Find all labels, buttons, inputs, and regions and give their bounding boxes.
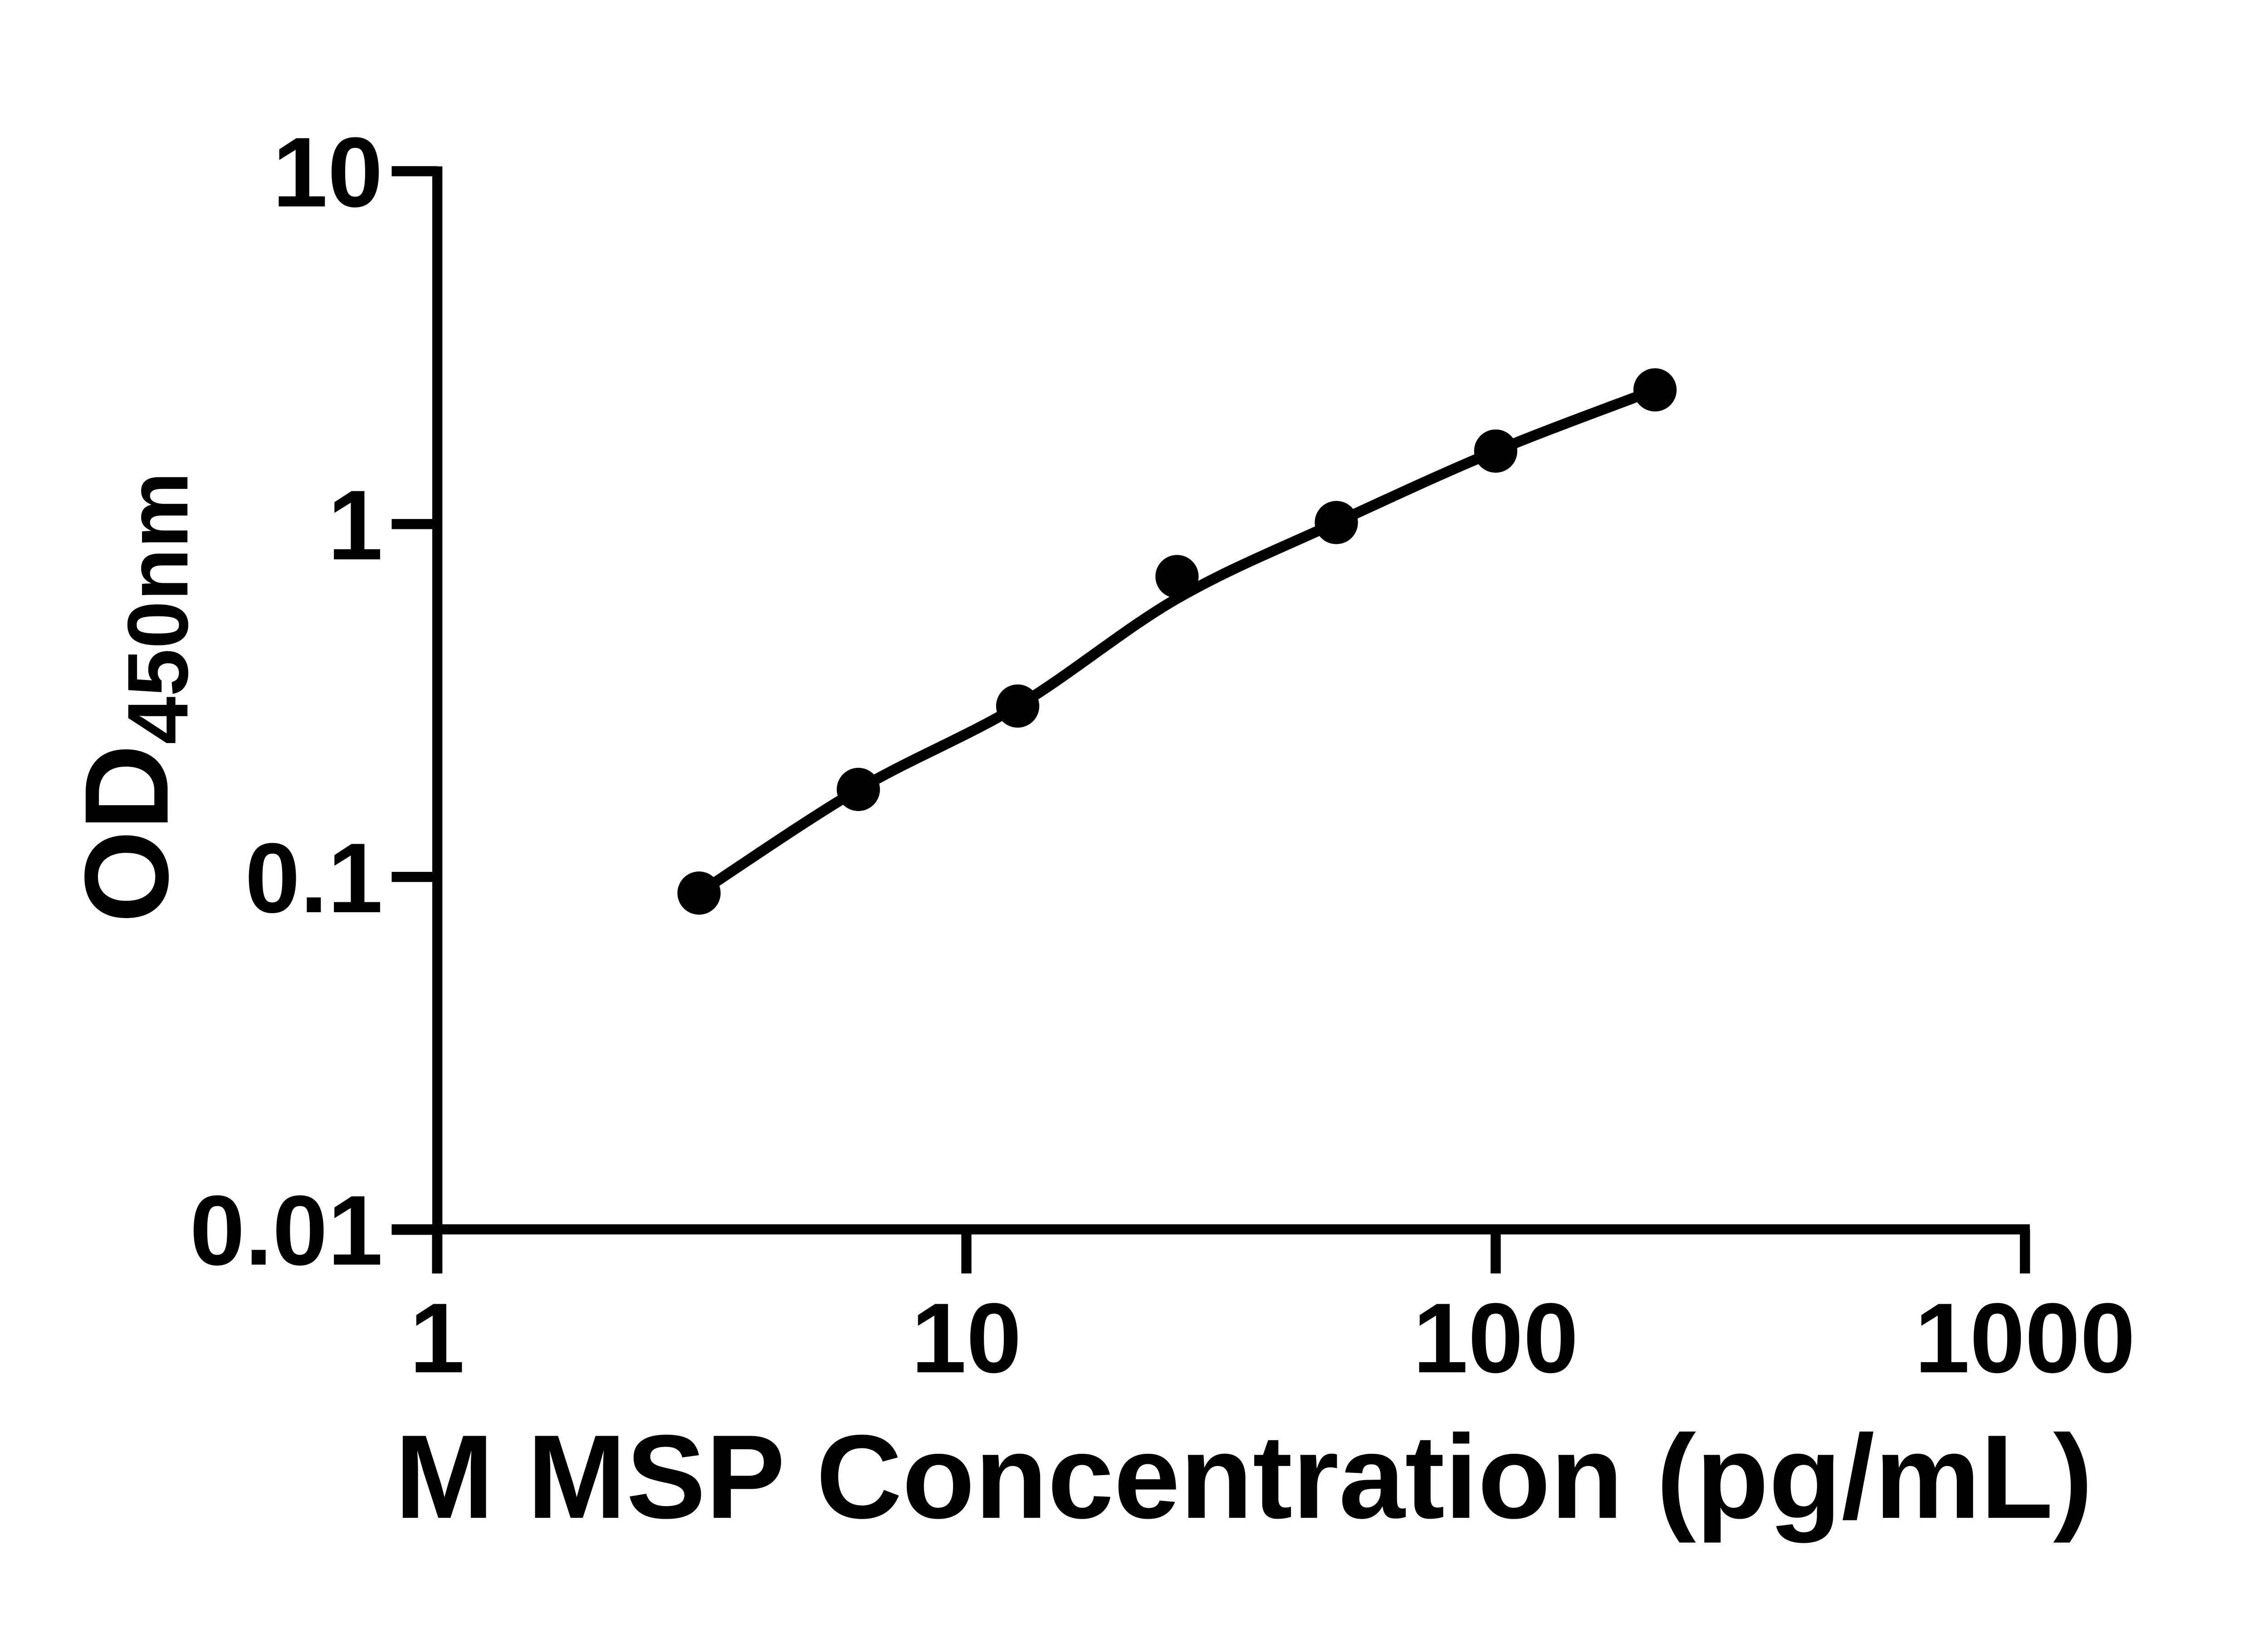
x-tick-label-10: 10 — [911, 1283, 1022, 1393]
y-axis-title: OD450nm — [60, 472, 206, 923]
x-axis-ticks — [432, 1229, 2030, 1274]
data-point — [836, 768, 880, 811]
x-tick-label-100: 100 — [1413, 1283, 1579, 1393]
y-axis-title-main: OD — [60, 744, 193, 923]
data-point — [1155, 555, 1199, 598]
data-point — [677, 871, 721, 915]
y-axis-ticks — [391, 166, 437, 1235]
y-tick-label-0-1: 0.1 — [245, 823, 383, 934]
data-point — [1633, 368, 1677, 412]
y-tick-label-10: 10 — [273, 117, 383, 228]
y-tick-label-1: 1 — [327, 470, 383, 581]
y-axis-title-subscript: 450nm — [110, 472, 206, 744]
x-tick-label-1000: 1000 — [1915, 1283, 2136, 1393]
data-point — [996, 684, 1040, 728]
x-tick-label-1: 1 — [410, 1283, 465, 1393]
y-tick-label-0-01: 0.01 — [190, 1175, 383, 1286]
data-point — [1474, 429, 1518, 473]
plot-area — [677, 368, 1677, 915]
data-point — [1315, 501, 1358, 544]
x-axis-title: M MSP Concentration (pg/mL) — [395, 1410, 2093, 1544]
